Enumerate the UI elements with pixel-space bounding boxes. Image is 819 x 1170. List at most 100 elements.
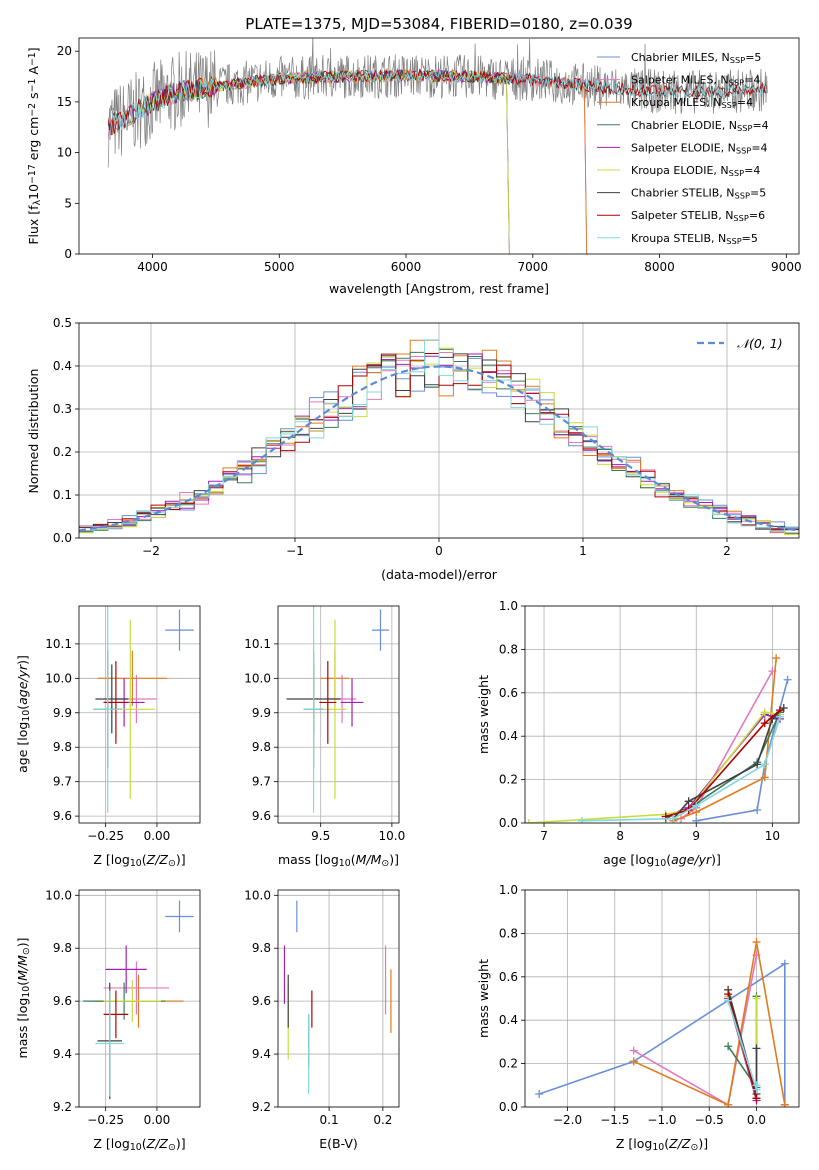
x-axis-label: Z [log10(Z/Z⊙)] xyxy=(93,1136,185,1153)
y-tick-label: 10.0 xyxy=(45,888,72,902)
weight-point xyxy=(780,959,789,968)
axes-mass-vs-ebv: 0.1 0.2 9.2 9.4 9.6 9.8 10.0 E(B-V) xyxy=(244,888,400,1151)
axes-frame-age-vs-mass xyxy=(277,605,400,824)
y-tick-label: 9.2 xyxy=(252,1100,271,1114)
y-tick-label: 9.6 xyxy=(252,809,271,823)
x-tick-label: −1 xyxy=(286,544,304,558)
axes-frame-spectrum xyxy=(78,37,800,255)
weight-point xyxy=(684,797,693,806)
y-tick-label: 0.4 xyxy=(499,1013,518,1027)
y-tick-label: 10 xyxy=(57,146,72,160)
y-tick-label: 9.6 xyxy=(53,994,72,1008)
y-axis-label: age [log10(age/yr)] xyxy=(15,655,32,773)
weight-point xyxy=(752,1044,761,1053)
x-tick-label: 10.0 xyxy=(379,829,406,843)
weight-point xyxy=(760,760,769,769)
y-tick-label: 0.8 xyxy=(499,926,518,940)
y-axis-label: mass weight xyxy=(476,959,491,1038)
weight-point xyxy=(752,938,761,947)
x-axis-label: Z [log10(Z/Z⊙)] xyxy=(616,1136,708,1153)
y-tick-label: 0.4 xyxy=(499,729,518,743)
weight-point xyxy=(753,760,762,769)
y-tick-label: 9.8 xyxy=(53,941,72,955)
x-tick-label: 8 xyxy=(616,829,624,843)
y-tick-label: 0.1 xyxy=(53,488,72,502)
y-tick-label: 9.6 xyxy=(53,809,72,823)
histogram-kroupa-stelib xyxy=(79,339,799,532)
plot-area-spectrum xyxy=(107,38,768,254)
axes-mass-vs-Z: −0.25 0.00 9.2 9.4 9.6 9.8 10.0 Z [log10(Z/Z⊙)]… xyxy=(15,888,201,1153)
x-tick-label: 5000 xyxy=(264,260,295,274)
x-tick-label: 0.0 xyxy=(747,1113,766,1127)
x-tick-label: −0.25 xyxy=(87,829,124,843)
x-tick-label: 6000 xyxy=(391,260,422,274)
x-axis-label: age [log10(age/yr)] xyxy=(603,852,721,869)
y-axis-label: Normed distribution xyxy=(26,369,41,494)
y-tick-label: 9.8 xyxy=(252,941,271,955)
weight-line xyxy=(538,962,786,1105)
y-tick-label: 9.8 xyxy=(53,740,72,754)
y-tick-label: 10.0 xyxy=(244,671,271,685)
weight-line xyxy=(673,658,777,822)
y-tick-label: 9.7 xyxy=(53,775,72,789)
x-tick-label: −1.0 xyxy=(647,1113,676,1127)
plot-area-age-vs-mass xyxy=(286,606,390,813)
x-tick-label: 2 xyxy=(723,544,731,558)
y-tick-label: 9.9 xyxy=(53,706,72,720)
legend-label: Salpeter MILES, NSSP=4 xyxy=(631,74,760,88)
y-tick-label: 0.2 xyxy=(499,773,518,787)
x-tick-label: −2.0 xyxy=(553,1113,582,1127)
weight-point xyxy=(692,801,701,810)
x-tick-label: 4000 xyxy=(137,260,168,274)
weight-point xyxy=(775,712,784,721)
axes-frame-mass-vs-Z xyxy=(78,889,201,1108)
x-axis-label: E(B-V) xyxy=(319,1136,358,1151)
weight-point xyxy=(724,1100,733,1107)
weight-point xyxy=(753,805,762,814)
axes-spectrum: 4000 5000 6000 7000 8000 9000 0 5 10 15 20 waveleng… xyxy=(26,37,802,296)
x-tick-label: 9000 xyxy=(771,260,802,274)
weight-point xyxy=(669,814,678,823)
y-axis-label: mass weight xyxy=(476,675,491,754)
axes-massweight-vs-Z: −2.0 −1.5 −1.0 −0.5 0.0 0.0 0.2 0.4 0.6 0.8 1.0 mas… xyxy=(476,883,800,1153)
y-tick-label: 9.7 xyxy=(252,775,271,789)
plot-area-age-vs-Z xyxy=(93,606,194,813)
y-tick-label: 1.0 xyxy=(499,883,518,897)
x-tick-label: 7000 xyxy=(518,260,549,274)
weight-point xyxy=(525,819,533,823)
legend-label: Salpeter STELIB, NSSP=6 xyxy=(631,209,765,223)
x-tick-label: 10 xyxy=(765,829,780,843)
x-tick-label: 7 xyxy=(540,829,548,843)
legend-label: 𝒩(0, 1) xyxy=(737,336,783,351)
weight-line xyxy=(528,711,781,823)
x-tick-label: 0.00 xyxy=(144,829,171,843)
y-tick-label: 1.0 xyxy=(499,599,518,613)
x-axis-label: wavelength [Angstrom, rest frame] xyxy=(329,281,549,296)
y-axis-label: Flux [fλ10−17 erg cm−2 s−1 A−1] xyxy=(26,47,43,244)
weight-point xyxy=(783,675,792,684)
axes-age-vs-mass: 9.5 10.0 9.6 9.7 9.8 9.9 10.0 10.1 mass [log10(M… xyxy=(244,605,406,869)
x-tick-label: −1.5 xyxy=(600,1113,629,1127)
y-tick-label: 20 xyxy=(57,44,72,58)
y-tick-label: 9.4 xyxy=(53,1047,72,1061)
y-tick-label: 0.4 xyxy=(53,359,72,373)
weight-point xyxy=(535,1089,544,1098)
x-tick-label: 0.00 xyxy=(144,1113,171,1127)
x-axis-label: mass [log10(M/M⊙)] xyxy=(278,852,399,869)
x-tick-label: 1 xyxy=(579,544,587,558)
spectrum-model-line xyxy=(108,69,768,138)
legend-label: Chabrier MILES, NSSP=5 xyxy=(631,51,761,65)
axes-frame-mass-vs-ebv xyxy=(277,889,400,1108)
y-tick-label: 9.2 xyxy=(53,1100,72,1114)
y-tick-label: 0.0 xyxy=(499,816,518,830)
y-tick-label: 5 xyxy=(64,196,72,210)
weight-line xyxy=(633,941,786,1106)
x-tick-label: 9 xyxy=(692,829,700,843)
x-tick-label: 0 xyxy=(435,544,443,558)
x-axis-label: Z [log10(Z/Z⊙)] xyxy=(93,852,185,869)
spectrum-model-line xyxy=(139,69,510,254)
weight-point xyxy=(752,1094,761,1103)
y-tick-label: 9.9 xyxy=(252,706,271,720)
weight-point xyxy=(752,994,761,1003)
weight-point xyxy=(772,654,781,663)
